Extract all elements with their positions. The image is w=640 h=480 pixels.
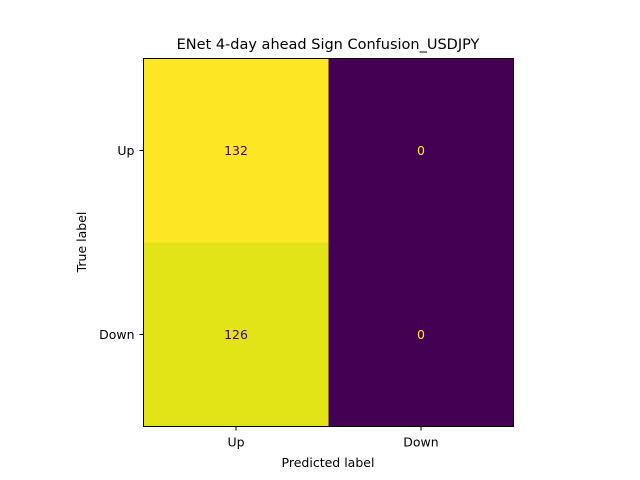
x-axis-ticks: Up Down [227,426,439,450]
heatmap-cell-up-up [143,58,329,243]
heatmap-cell-up-down [328,58,514,243]
heatmap-cell-down-down [328,242,514,427]
cell-value-label: 132 [224,143,248,158]
chart-title: ENet 4-day ahead Sign Confusion_USDJPY [177,37,480,53]
y-tick-label: Up [117,143,134,158]
heatmap-cell-down-up [143,242,329,427]
cell-value-label: 0 [417,327,425,342]
cell-value-labels: 132 0 126 0 [224,143,425,342]
cell-value-label: 126 [224,327,248,342]
plot-frame [143,58,514,427]
heatmap-cells [143,58,514,427]
x-tick-label: Down [403,435,438,450]
cell-value-label: 0 [417,143,425,158]
x-tick-label: Up [227,435,244,450]
y-tick-label: Down [99,327,134,342]
x-axis-label: Predicted label [282,455,375,470]
y-axis-ticks: Up Down [99,143,144,342]
y-axis-label: True label [74,212,89,274]
